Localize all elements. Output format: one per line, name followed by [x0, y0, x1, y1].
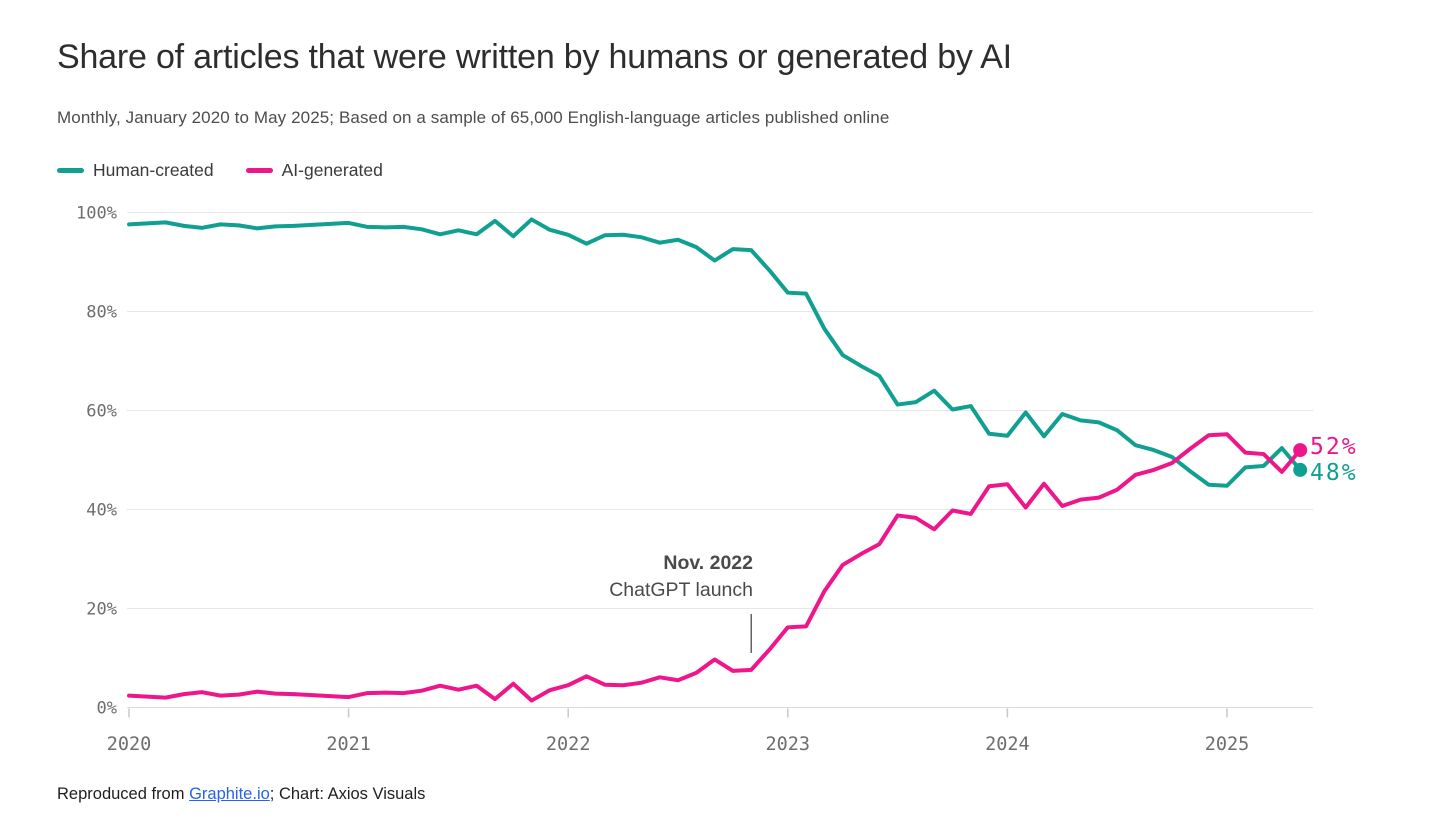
human-end-value-label: 48%: [1310, 459, 1358, 486]
ai-generated-line-swatch: [245, 168, 273, 173]
y-tick-label-100: 100%: [76, 204, 117, 224]
human-created-line-swatch: [57, 168, 84, 173]
legend-label-human-created: Human-created: [93, 160, 214, 180]
chart-title: Share of articles that were written by h…: [57, 38, 1012, 76]
y-tick-label-40: 40%: [86, 501, 117, 521]
annotation-text: ChatGPT launch: [609, 579, 753, 601]
chart-plot-area: 0% 20% 40% 60% 80% 100% 2020 2021 2022 2023 2024 20…: [76, 204, 1313, 755]
x-tick-label-2022: 2022: [546, 734, 591, 755]
x-tick-label-2023: 2023: [766, 734, 811, 755]
chart-subtitle: Monthly, January 2020 to May 2025; Based…: [57, 108, 890, 127]
graphite-link[interactable]: Graphite.io: [189, 785, 270, 803]
annotation-date: Nov. 2022: [663, 552, 753, 574]
legend-label-ai-generated: AI-generated: [281, 160, 383, 180]
ai-generated-line: [127, 432, 1303, 703]
legend: Human-created AI-generated: [57, 160, 383, 181]
source-suffix: ; Chart: Axios Visuals: [269, 785, 426, 803]
y-tick-label-80: 80%: [86, 303, 117, 323]
human-created-line: [127, 217, 1303, 488]
y-tick-label-0: 0%: [97, 699, 117, 719]
source-line: Reproduced from Graphite.io; Chart: Axio…: [57, 785, 425, 804]
y-tick-label-60: 60%: [86, 402, 117, 422]
human-created-end-dot: [1293, 462, 1308, 477]
x-tick-label-2025: 2025: [1205, 734, 1250, 755]
y-tick-label-20: 20%: [86, 600, 117, 620]
source-prefix: Reproduced from: [57, 785, 190, 803]
x-tick-label-2020: 2020: [107, 734, 152, 755]
line-chart: 0% 20% 40% 60% 80% 100% 2020 2021 2022 2023 2024 20…: [0, 190, 1456, 770]
ai-generated-end-dot: [1293, 443, 1308, 458]
chatgpt-launch-annotation: Nov. 2022 ChatGPT launch: [609, 550, 753, 604]
legend-item-ai-generated: AI-generated: [245, 160, 383, 181]
x-tick-label-2024: 2024: [985, 734, 1030, 755]
x-tick-label-2021: 2021: [326, 734, 371, 755]
ai-end-value-label: 52%: [1310, 434, 1358, 461]
legend-item-human-created: Human-created: [57, 160, 214, 181]
